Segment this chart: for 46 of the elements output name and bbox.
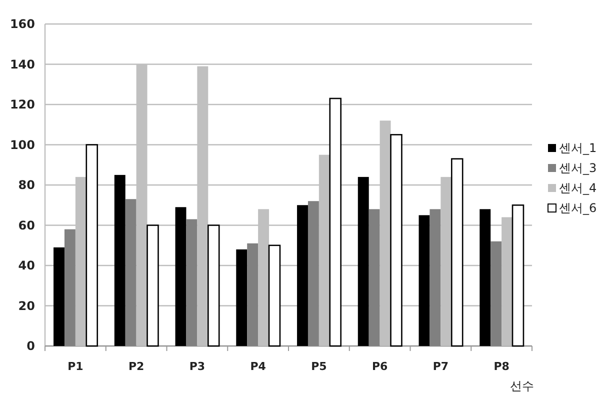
bar [490,241,502,346]
y-tick-label: 120 [10,98,35,112]
bar [297,205,308,346]
bar [480,209,491,346]
y-tick-label: 140 [10,57,35,72]
x-tick-label: P1 [68,360,84,373]
legend-label: 센서_3 [559,161,597,175]
bar [247,243,258,346]
y-tick-label: 20 [18,298,35,313]
x-tick-label: P2 [128,360,144,373]
bar [207,224,220,347]
bar [358,176,369,346]
bar [186,219,198,346]
y-tick-label: 40 [18,258,35,272]
bar [430,209,441,346]
x-tick-label: P4 [250,360,266,373]
bar [418,215,430,346]
legend-label: 센서_1 [559,141,597,155]
y-tick-label: 80 [18,178,35,192]
x-tick-label: P7 [432,360,449,373]
y-tick-label: 160 [10,17,35,31]
x-tick-label: P8 [494,360,510,373]
bar [114,174,126,346]
bar [512,204,524,347]
bar [64,229,76,346]
bar [268,244,281,347]
x-tick-label: P6 [372,360,388,373]
legend-label: 센서_4 [559,181,597,195]
y-tick-label: 0 [26,339,35,353]
bar [125,199,136,346]
y-tick-label: 100 [10,138,35,152]
bar [54,247,64,346]
bar [86,144,98,347]
y-tick-label: 60 [18,218,35,232]
bar [368,209,380,346]
bar [236,249,248,346]
x-axis-title: 선수 [510,379,534,393]
bar [146,224,159,347]
legend-label: 센서_6 [559,201,597,215]
x-tick-label: P5 [311,360,327,373]
x-tick-label: P3 [189,360,206,373]
bar [308,201,319,346]
bar [390,134,402,347]
bar [329,98,342,347]
bar [450,158,464,347]
bar [175,207,186,346]
